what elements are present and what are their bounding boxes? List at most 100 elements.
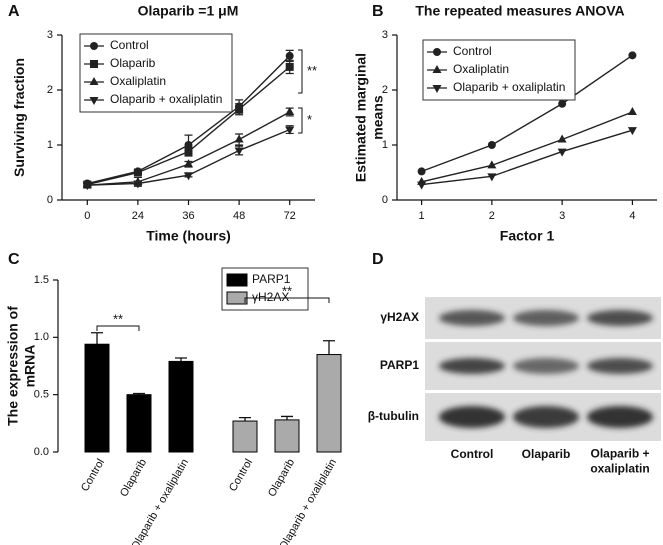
- bracket: [298, 49, 303, 94]
- y-tick-label: 3: [47, 29, 53, 41]
- marker: [285, 107, 295, 115]
- marker: [184, 159, 193, 168]
- blot-row-label: β-tubulin: [368, 409, 419, 423]
- legend-label: Control: [453, 44, 492, 58]
- x-tick-label: 3: [559, 210, 565, 222]
- blot-band: [587, 310, 653, 326]
- error-bar: [91, 332, 103, 345]
- marker: [234, 134, 244, 143]
- marker: [184, 147, 193, 156]
- marker: [487, 160, 497, 169]
- x-tick-label: Control: [227, 457, 255, 494]
- legend-label: Olaparib: [110, 56, 156, 70]
- marker: [432, 65, 442, 73]
- x-tick-label: 2: [489, 210, 495, 222]
- bracket: [298, 107, 303, 134]
- marker: [235, 105, 244, 114]
- y-tick-label: 0.5: [34, 389, 49, 401]
- blot-band: [513, 406, 579, 428]
- x-tick-label: 72: [284, 210, 296, 222]
- y-tick-label: 2: [382, 84, 388, 96]
- legend-box: [79, 33, 233, 113]
- y-axis-label: The expression ofmRNA: [4, 306, 37, 426]
- marker: [627, 127, 637, 136]
- marker: [234, 147, 244, 156]
- x-axis-label: Time (hours): [146, 228, 231, 244]
- legend-label: PARP1: [252, 272, 291, 286]
- marker: [627, 107, 637, 115]
- panel-label: A: [8, 3, 20, 20]
- legend-label: Control: [110, 38, 149, 52]
- blot-column-label: Olaparib + oxaliplatin: [590, 447, 649, 476]
- y-axis-label: Estimated marginalmeans: [352, 53, 385, 182]
- x-tick-label: 0: [84, 210, 90, 222]
- x-tick-label: 48: [233, 210, 245, 222]
- y-tick-label: 0: [382, 194, 388, 206]
- bracket: [96, 325, 140, 331]
- y-tick-label: 0: [47, 194, 53, 206]
- error-bar: [239, 416, 251, 422]
- bracket: [244, 297, 330, 303]
- marker: [82, 182, 92, 191]
- bar: [274, 419, 300, 453]
- marker: [487, 173, 497, 182]
- marker: [89, 97, 99, 105]
- legend-label: Olaparib + oxaliplatin: [110, 92, 222, 106]
- panel-label: D: [372, 251, 384, 268]
- y-tick-label: 1.0: [34, 331, 49, 343]
- marker: [90, 42, 98, 50]
- blot-band: [439, 310, 505, 326]
- blot-column-label: Olaparib: [522, 447, 571, 461]
- blot-column-label: Control: [451, 447, 494, 461]
- legend-label: γH2AX: [252, 290, 289, 304]
- marker: [285, 126, 295, 135]
- y-tick-label: 2: [47, 84, 53, 96]
- marker: [417, 167, 426, 176]
- x-tick-label: 24: [132, 210, 144, 222]
- blot-band: [439, 406, 505, 428]
- annotation: **: [113, 311, 123, 326]
- marker: [557, 148, 567, 157]
- chart-title: The repeated measures ANOVA: [415, 3, 624, 19]
- marker: [558, 99, 567, 108]
- marker: [184, 172, 193, 181]
- error-bar: [175, 357, 187, 362]
- annotation: **: [307, 63, 317, 78]
- legend-label: Oxaliplatin: [453, 62, 509, 76]
- bar: [84, 343, 110, 453]
- x-tick-label: 36: [182, 210, 194, 222]
- x-tick-label: Control: [79, 457, 107, 494]
- x-tick-label: Olaparib: [266, 457, 297, 499]
- series-line: [421, 111, 633, 183]
- x-tick-label: 4: [629, 210, 635, 222]
- y-tick-label: 0.0: [34, 446, 49, 458]
- marker: [285, 62, 294, 71]
- marker: [285, 51, 294, 60]
- panel-label: C: [8, 251, 20, 268]
- blot-band: [513, 358, 579, 374]
- blot-band: [587, 406, 653, 428]
- x-tick-label: Olaparib: [118, 457, 149, 499]
- marker: [133, 168, 142, 177]
- series-line: [421, 129, 633, 186]
- blot-row-label: PARP1: [380, 358, 419, 372]
- marker: [133, 180, 143, 189]
- blot-band: [439, 358, 505, 374]
- y-tick-label: 1: [47, 139, 53, 151]
- y-tick-label: 1.5: [34, 274, 49, 286]
- error-bar: [323, 340, 335, 355]
- marker: [433, 48, 441, 56]
- y-axis-label: Surviving fraction: [11, 58, 27, 177]
- legend-label: Oxaliplatin: [110, 74, 166, 88]
- series-line: [421, 54, 633, 173]
- marker: [432, 85, 442, 93]
- legend-swatch: [226, 291, 248, 305]
- annotation: *: [307, 112, 312, 127]
- bar: [232, 420, 258, 453]
- error-bar: [281, 415, 293, 420]
- annotation: **: [282, 283, 292, 298]
- panel-label: B: [372, 3, 384, 20]
- bar: [316, 354, 342, 453]
- bar: [168, 360, 194, 453]
